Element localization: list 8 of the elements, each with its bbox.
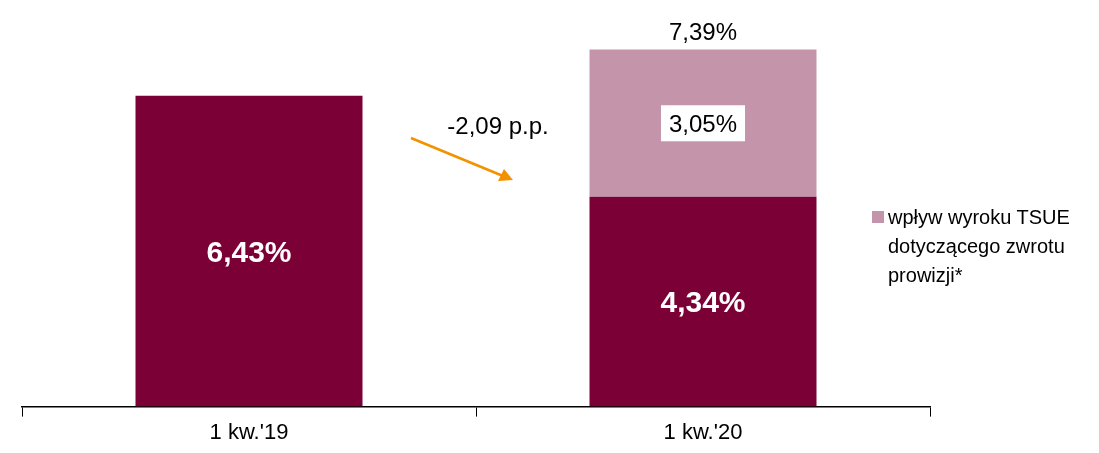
x-tick-label: 1 kw.'20 bbox=[663, 418, 743, 444]
data-label: 3,05% bbox=[668, 109, 738, 137]
total-label: 7,39% bbox=[668, 18, 738, 46]
data-label: 6,43% bbox=[206, 234, 292, 268]
data-label: 4,34% bbox=[660, 285, 746, 318]
legend-label: wpływ wyroku TSUE dotyczącego zwrotu prowizji* bbox=[888, 205, 1071, 288]
x-tick-label: 1 kw.'19 bbox=[209, 418, 289, 444]
annotation: -2,09 p.p. bbox=[447, 111, 549, 139]
